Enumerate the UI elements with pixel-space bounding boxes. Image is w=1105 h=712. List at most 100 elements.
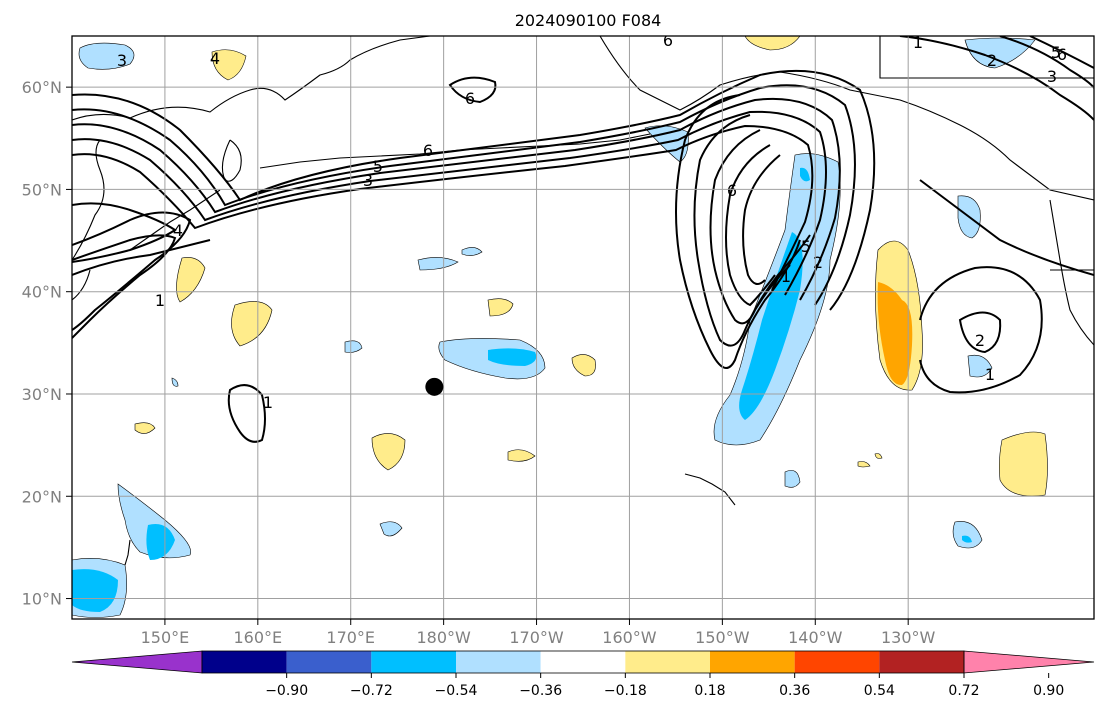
contours bbox=[72, 36, 1094, 443]
location-marker bbox=[425, 377, 444, 396]
lat-tick-label: 60°N bbox=[22, 78, 62, 97]
shade-region bbox=[857, 461, 871, 468]
lon-tick-label: 160°W bbox=[602, 628, 657, 647]
lat-tick-label: 30°N bbox=[22, 385, 62, 404]
coastline-philippine-sea bbox=[72, 269, 91, 301]
shade-region bbox=[962, 535, 972, 543]
coastlines bbox=[72, 36, 1094, 566]
shade-region bbox=[211, 49, 247, 81]
contour-line bbox=[999, 36, 1094, 89]
shade-region bbox=[371, 433, 406, 471]
contour-label: 2 bbox=[975, 331, 985, 350]
contour-line bbox=[72, 97, 841, 301]
colorbar-tick-label: −0.18 bbox=[604, 683, 647, 699]
shade-region bbox=[488, 348, 537, 366]
colorbar-tick-label: −0.72 bbox=[350, 683, 393, 699]
contour-label: 3 bbox=[1047, 67, 1057, 86]
map-grid bbox=[72, 36, 1094, 619]
contour-label: 1 bbox=[263, 393, 273, 412]
coastline-marianas bbox=[124, 539, 131, 566]
coastline-canada bbox=[879, 36, 1094, 79]
contour-line bbox=[1029, 36, 1094, 69]
shade-region bbox=[739, 232, 803, 420]
colorbar: −0.90 −0.72 −0.54 −0.36 −0.18 0.18 0.36 0.54 0.7… bbox=[71, 650, 1095, 699]
colorbar-extend-low bbox=[71, 650, 203, 674]
contour-label: 5 bbox=[373, 157, 383, 176]
coastline-westcoast bbox=[1049, 199, 1094, 346]
contour-line bbox=[919, 179, 1094, 276]
shade-region bbox=[800, 167, 810, 182]
lon-tick-label: 130°W bbox=[881, 628, 936, 647]
contour-label: 4 bbox=[173, 221, 183, 240]
contour-line bbox=[958, 311, 1002, 354]
contour-label: 1 bbox=[985, 365, 995, 384]
shade-region bbox=[78, 42, 135, 70]
contour-line bbox=[675, 94, 801, 369]
lon-tick-label: 140°W bbox=[788, 628, 843, 647]
contour-line bbox=[899, 36, 1094, 121]
contour-line bbox=[72, 84, 856, 306]
lon-tick-label: 160°E bbox=[233, 628, 282, 647]
shade-region bbox=[874, 453, 883, 459]
coastline-asia bbox=[72, 36, 431, 121]
shade-region bbox=[417, 257, 459, 271]
contour-label: 5 bbox=[1051, 43, 1061, 62]
colorbar-segment bbox=[625, 651, 710, 673]
contour-line bbox=[725, 144, 776, 307]
contour-line bbox=[448, 76, 497, 104]
shade-region bbox=[171, 377, 179, 387]
colorbar-frame bbox=[201, 650, 965, 674]
contour-line bbox=[742, 154, 781, 285]
shade-region bbox=[176, 257, 206, 303]
colorbar-tick-label: −0.90 bbox=[265, 683, 308, 699]
shade-region bbox=[507, 449, 536, 462]
shade-region bbox=[146, 524, 175, 560]
shade-region bbox=[964, 37, 1036, 69]
coastline-kamchatka bbox=[221, 139, 242, 182]
contour-label: 2 bbox=[813, 253, 823, 272]
contour-label: 5 bbox=[801, 237, 811, 256]
shade-region bbox=[487, 298, 514, 317]
contour-line bbox=[693, 114, 811, 347]
contour-label: 6 bbox=[1057, 45, 1067, 64]
shade-region bbox=[967, 354, 993, 378]
lon-tick-label: 150°E bbox=[141, 628, 190, 647]
coastline-hawaii bbox=[684, 473, 736, 506]
shade-region bbox=[999, 431, 1048, 497]
shade-region bbox=[877, 282, 913, 386]
coastline-japan bbox=[72, 139, 105, 261]
colorbar-segment bbox=[371, 651, 456, 673]
lon-tick-label: 170°W bbox=[509, 628, 564, 647]
contour-line bbox=[227, 384, 266, 443]
contour-line bbox=[919, 266, 1043, 394]
shade-region bbox=[952, 521, 983, 549]
colorbar-segment bbox=[794, 651, 880, 673]
contour-line bbox=[72, 124, 814, 291]
shade-region bbox=[461, 247, 483, 256]
shade-region bbox=[784, 470, 801, 488]
contour-label: 1 bbox=[781, 267, 791, 286]
contour-label: 6 bbox=[663, 31, 673, 50]
contour-labels: 3 4 6 6 5 3 6 4 1 1 2 5 6 3 2 1 2 1 6 5 … bbox=[117, 31, 1067, 412]
colorbar-segment bbox=[710, 651, 795, 673]
shade-region bbox=[134, 422, 156, 434]
map-frame bbox=[71, 35, 1095, 620]
shade-region bbox=[571, 354, 596, 377]
contour-label: 3 bbox=[363, 171, 373, 190]
colorbar-segment bbox=[202, 651, 287, 673]
contour-label: 6 bbox=[423, 141, 433, 160]
shade-region bbox=[744, 36, 801, 51]
colorbar-segment bbox=[540, 651, 626, 673]
lat-tick-label: 50°N bbox=[22, 180, 62, 199]
colorbar-tick-label: 0.90 bbox=[1033, 683, 1064, 699]
contour-label: 6 bbox=[727, 181, 737, 200]
contour-line bbox=[72, 211, 192, 331]
shade-region bbox=[231, 301, 273, 347]
contour-label: 4 bbox=[210, 49, 220, 68]
colorbar-extend-high bbox=[963, 650, 1095, 674]
colorbar-tick-label: −0.36 bbox=[519, 683, 562, 699]
contour-line bbox=[72, 110, 827, 296]
contour-line bbox=[72, 239, 211, 276]
colorbar-segment bbox=[286, 651, 372, 673]
